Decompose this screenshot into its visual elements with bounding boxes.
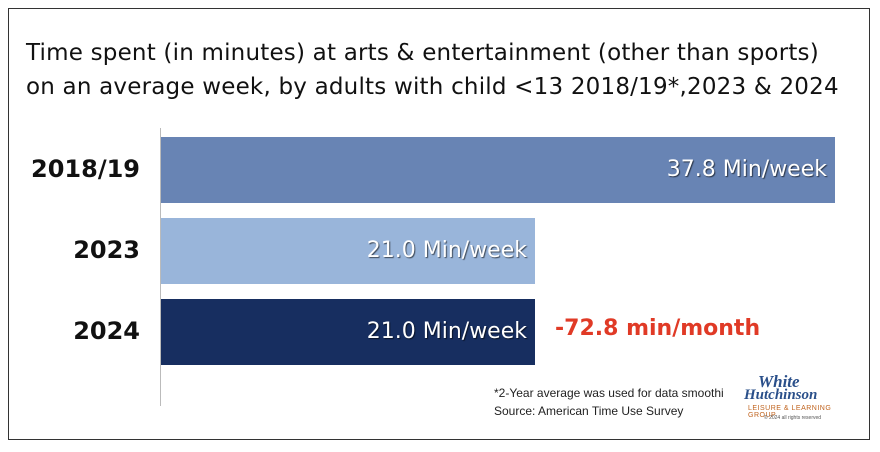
bar-data-label: 37.8 Min/week: [666, 157, 827, 182]
change-annotation: -72.8 min/month: [555, 316, 761, 341]
chart-title: Time spent (in minutes) at arts & entert…: [26, 36, 846, 104]
footnote-source: Source: American Time Use Survey: [494, 404, 684, 418]
category-label: 2018/19: [31, 155, 140, 183]
footnote-smoothing: *2-Year average was used for data smooth…: [494, 386, 724, 400]
logo-line-2: Hutchinson: [744, 387, 818, 403]
category-label: 2024: [73, 317, 140, 345]
category-axis-line: [160, 128, 161, 406]
bar-0: 37.8 Min/week: [161, 137, 835, 203]
logo-line-1: White: [758, 372, 800, 391]
logo-copyright: © 2024 all rights reserved: [764, 415, 822, 421]
bar-data-label: 21.0 Min/week: [366, 238, 527, 263]
bar-data-label: 21.0 Min/week: [366, 319, 527, 344]
bar-1: 21.0 Min/week: [161, 218, 535, 284]
bar-2: 21.0 Min/week: [161, 299, 535, 365]
white-hutchinson-logo: White Hutchinson LEISURE & LEARNING GROU…: [744, 372, 836, 424]
category-label: 2023: [73, 236, 140, 264]
chart-title-line-2: on an average week, by adults with child…: [26, 74, 839, 100]
logo-tagline: LEISURE & LEARNING GROUP: [748, 405, 832, 419]
chart-title-line-1: Time spent (in minutes) at arts & entert…: [26, 40, 819, 66]
